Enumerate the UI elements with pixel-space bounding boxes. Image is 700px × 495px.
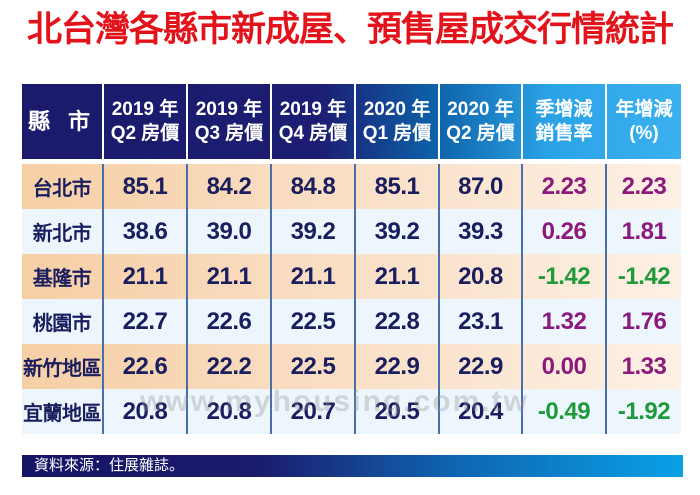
- column-header-line: 2020 年: [447, 98, 514, 120]
- value-cell: 1.33: [605, 344, 681, 389]
- column-header-line: 2019 年: [195, 98, 263, 120]
- table-row: 宜蘭地區 20.8 20.8 20.7 20.5 20.4 -0.49 -1.92: [22, 389, 681, 434]
- value-cell: 22.6: [186, 299, 270, 344]
- column-header-line: 縣 市: [27, 108, 97, 134]
- region-cell: 宜蘭地區: [23, 403, 102, 425]
- value-cell: 85.1: [354, 164, 438, 209]
- value-cell: 1.32: [521, 299, 605, 344]
- value-cell: 20.5: [354, 389, 438, 434]
- value-cell: 22.9: [438, 344, 521, 389]
- column-header-line: Q2 房價: [110, 122, 180, 144]
- value-cell: -1.42: [521, 254, 605, 299]
- table-header: 縣 市 2019 年 Q2 房價 2019 年 Q3 房價 2019 年 Q4 房價 2020…: [22, 84, 681, 159]
- table-row: 桃園市 22.7 22.6 22.5 22.8 23.1 1.32 1.76: [22, 299, 681, 344]
- value-cell: -1.92: [605, 389, 681, 434]
- column-header-line: 2020 年: [363, 98, 431, 120]
- value-cell: 23.1: [438, 299, 521, 344]
- table-row: 台北市 85.1 84.2 84.8 85.1 87.0 2.23 2.23: [22, 164, 681, 209]
- value-cell: 84.2: [186, 164, 270, 209]
- value-cell: 21.1: [102, 254, 186, 299]
- value-cell: 22.6: [102, 344, 186, 389]
- value-cell: 85.1: [102, 164, 186, 209]
- value-cell: 21.1: [186, 254, 270, 299]
- value-cell: 22.7: [102, 299, 186, 344]
- column-header-line: Q4 房價: [278, 122, 348, 144]
- value-cell: 2.23: [605, 164, 681, 209]
- value-cell: 20.7: [270, 389, 354, 434]
- source-footer: 資料來源：住展雜誌。: [22, 455, 683, 477]
- value-cell: 84.8: [270, 164, 354, 209]
- value-cell: 1.76: [605, 299, 681, 344]
- column-header: 2019 年 Q2 房價: [102, 84, 186, 159]
- column-header: 2020 年 Q1 房價: [354, 84, 438, 159]
- value-cell: 1.81: [605, 209, 681, 254]
- value-cell: 38.6: [102, 209, 186, 254]
- value-cell: 39.0: [186, 209, 270, 254]
- column-header-line: (%): [629, 122, 659, 144]
- value-cell: -1.42: [605, 254, 681, 299]
- value-cell: 39.2: [270, 209, 354, 254]
- column-header: 縣 市: [22, 84, 102, 159]
- region-cell: 台北市: [32, 178, 92, 200]
- value-cell: 22.8: [354, 299, 438, 344]
- column-header: 年增減 (%): [605, 84, 681, 159]
- value-cell: 2.23: [521, 164, 605, 209]
- column-header-line: Q2 房價: [446, 122, 515, 144]
- value-cell: 39.2: [354, 209, 438, 254]
- value-cell: 0.00: [521, 344, 605, 389]
- value-cell: 20.8: [186, 389, 270, 434]
- value-cell: 22.5: [270, 299, 354, 344]
- value-cell: 20.4: [438, 389, 521, 434]
- table-row: 新北市 38.6 39.0 39.2 39.2 39.3 0.26 1.81: [22, 209, 681, 254]
- table-row: 基隆市 21.1 21.1 21.1 21.1 20.8 -1.42 -1.42: [22, 254, 681, 299]
- column-header: 2019 年 Q4 房價: [270, 84, 354, 159]
- region-cell: 新北市: [32, 223, 92, 245]
- column-header-line: 年增減: [615, 98, 673, 120]
- column-header-line: Q3 房價: [194, 122, 264, 144]
- watermark-logo: [134, 372, 214, 402]
- column-header: 2020 年 Q2 房價: [438, 84, 521, 159]
- region-cell: 基隆市: [32, 268, 92, 290]
- column-header: 2019 年 Q3 房價: [186, 84, 270, 159]
- table-row: 新竹地區 22.6 22.2 22.5 22.9 22.9 0.00 1.33: [22, 344, 681, 389]
- value-cell: 21.1: [270, 254, 354, 299]
- value-cell: 22.2: [186, 344, 270, 389]
- column-header: 季增減 銷售率: [521, 84, 605, 159]
- value-cell: 39.3: [438, 209, 521, 254]
- value-cell: 20.8: [438, 254, 521, 299]
- column-header-line: 2019 年: [111, 98, 179, 120]
- region-cell: 新竹地區: [23, 358, 102, 380]
- value-cell: 22.9: [354, 344, 438, 389]
- value-cell: 21.1: [354, 254, 438, 299]
- column-header-line: 銷售率: [535, 122, 593, 144]
- value-cell: 22.5: [270, 344, 354, 389]
- price-table: 縣 市 2019 年 Q2 房價 2019 年 Q3 房價 2019 年 Q4 房價 2020…: [22, 84, 681, 434]
- value-cell: 20.8: [102, 389, 186, 434]
- value-cell: 0.26: [521, 209, 605, 254]
- column-header-line: 2019 年: [279, 98, 347, 120]
- region-cell: 桃園市: [32, 313, 92, 335]
- column-header-line: 季增減: [535, 98, 593, 120]
- table-body: 台北市 85.1 84.2 84.8 85.1 87.0 2.23 2.23 新北市 38.6 39…: [22, 164, 681, 434]
- column-header-line: Q1 房價: [362, 122, 432, 144]
- page-title: 北台灣各縣市新成屋、預售屋成交行情統計: [26, 10, 674, 49]
- value-cell: 87.0: [438, 164, 521, 209]
- value-cell: -0.49: [521, 389, 605, 434]
